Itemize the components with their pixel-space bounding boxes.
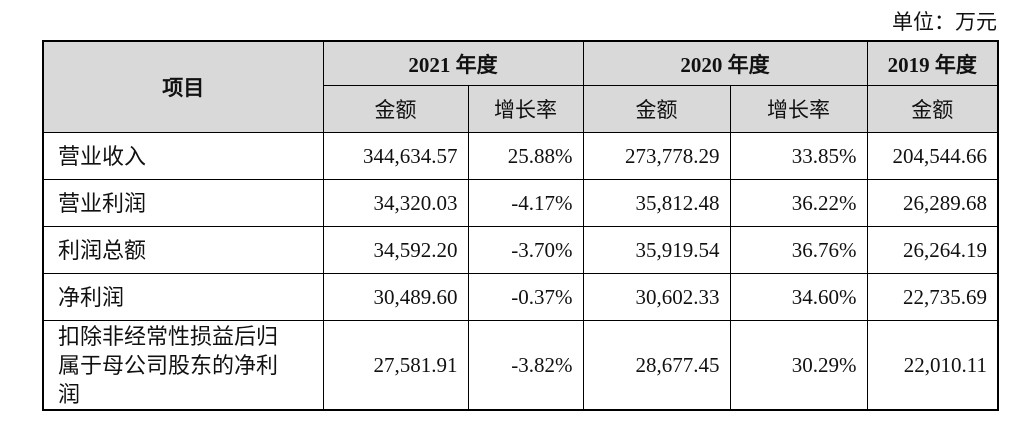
- cell: 35,919.54: [582, 226, 731, 274]
- cell: 33.85%: [729, 132, 868, 180]
- cell: 344,634.57: [322, 132, 469, 180]
- cell: -4.17%: [467, 179, 584, 227]
- cell: 35,812.48: [582, 179, 731, 227]
- cell: 25.88%: [467, 132, 584, 180]
- cell: 22,735.69: [866, 273, 999, 321]
- sub-header: 金额: [866, 85, 999, 133]
- table-row: 营业收入 344,634.57 25.88% 273,778.29 33.85% 204,…: [42, 132, 999, 180]
- row-label: 利润总额: [42, 226, 324, 274]
- cell: 22,010.11: [866, 320, 999, 411]
- year-header: 2020 年度: [582, 40, 868, 86]
- sub-header: 金额: [582, 85, 731, 133]
- table-row: 扣除非经常性损益后归属于母公司股东的净利润 27,581.91 -3.82% 28,6…: [42, 320, 999, 411]
- table-row: 营业利润 34,320.03 -4.17% 35,812.48 36.22% 26,289…: [42, 179, 999, 227]
- row-label: 营业利润: [42, 179, 324, 227]
- year-header: 2019 年度: [866, 40, 999, 86]
- cell: 26,289.68: [866, 179, 999, 227]
- sub-header: 增长率: [729, 85, 868, 133]
- table-row: 利润总额 34,592.20 -3.70% 35,919.54 36.76% 26,264…: [42, 226, 999, 274]
- year-header: 2021 年度: [322, 40, 584, 86]
- cell: -3.70%: [467, 226, 584, 274]
- cell: 204,544.66: [866, 132, 999, 180]
- cell: 34,320.03: [322, 179, 469, 227]
- table-row: 净利润 30,489.60 -0.37% 30,602.33 34.60% 22,735.…: [42, 273, 999, 321]
- cell: 28,677.45: [582, 320, 731, 411]
- header-item: 项目: [42, 40, 324, 133]
- cell: 30,602.33: [582, 273, 731, 321]
- cell: 34,592.20: [322, 226, 469, 274]
- cell: -0.37%: [467, 273, 584, 321]
- row-label: 净利润: [42, 273, 324, 321]
- sub-header: 金额: [322, 85, 469, 133]
- unit-note: 单位：万元: [892, 10, 997, 34]
- cell: -3.82%: [467, 320, 584, 411]
- row-label: 营业收入: [42, 132, 324, 180]
- cell: 34.60%: [729, 273, 868, 321]
- sub-header: 增长率: [467, 85, 584, 133]
- cell: 30,489.60: [322, 273, 469, 321]
- cell: 27,581.91: [322, 320, 469, 411]
- cell: 36.76%: [729, 226, 868, 274]
- financial-table: 项目 2021 年度 2020 年度 2019 年度 金额 增长率 金额 增长率 金额 …: [42, 40, 999, 411]
- row-label: 扣除非经常性损益后归属于母公司股东的净利润: [42, 320, 324, 411]
- cell: 36.22%: [729, 179, 868, 227]
- cell: 26,264.19: [866, 226, 999, 274]
- cell: 30.29%: [729, 320, 868, 411]
- cell: 273,778.29: [582, 132, 731, 180]
